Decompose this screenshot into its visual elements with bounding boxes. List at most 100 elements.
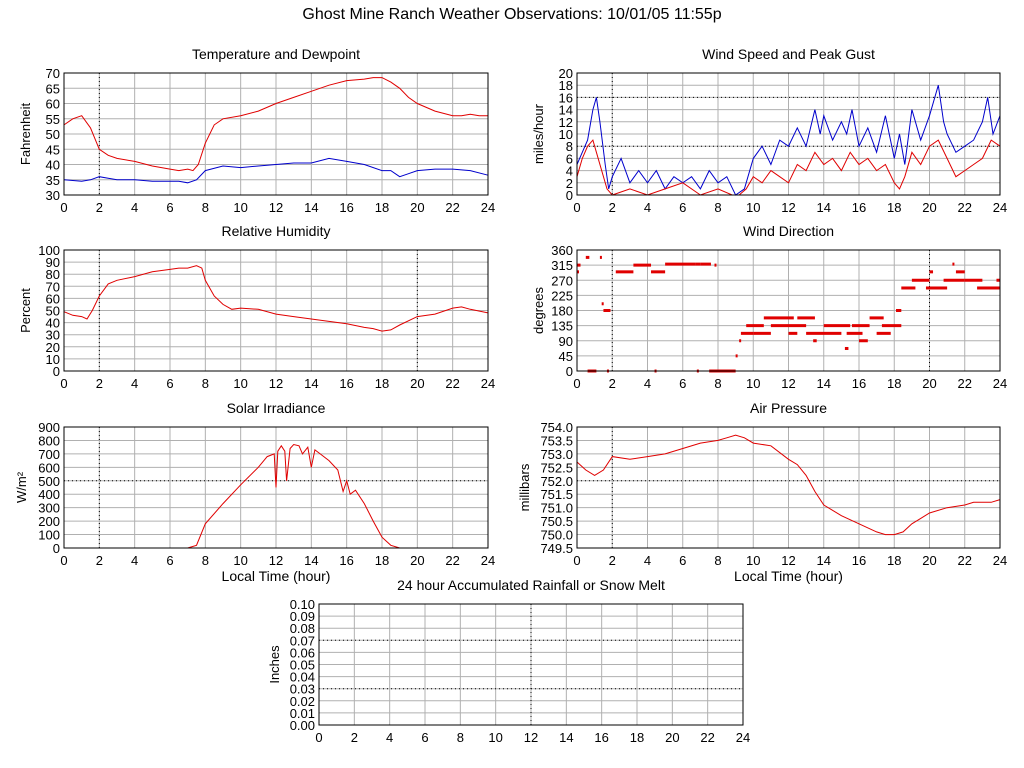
data-point bbox=[846, 331, 863, 335]
y-tick-label: 0.00 bbox=[290, 718, 315, 733]
series-line-0 bbox=[63, 77, 488, 172]
y-tick-label: 0 bbox=[566, 364, 573, 379]
y-tick-label: 4 bbox=[566, 164, 573, 179]
x-tick-label: 16 bbox=[339, 376, 353, 391]
y-tick-label: 12 bbox=[559, 115, 573, 130]
series-line-1 bbox=[576, 139, 1001, 196]
data-point bbox=[813, 339, 817, 343]
x-tick-label: 18 bbox=[375, 200, 389, 215]
x-tick-label: 0 bbox=[573, 553, 580, 568]
y-tick-label: 751.5 bbox=[540, 487, 573, 502]
y-tick-label: 0 bbox=[53, 364, 60, 379]
x-tick-label: 6 bbox=[166, 376, 173, 391]
x-tick-label: 4 bbox=[644, 376, 651, 391]
x-tick-label: 22 bbox=[958, 376, 972, 391]
x-tick-label: 20 bbox=[410, 200, 424, 215]
x-tick-label: 16 bbox=[852, 553, 866, 568]
x-tick-label: 22 bbox=[445, 200, 459, 215]
x-tick-label: 24 bbox=[993, 200, 1007, 215]
data-point bbox=[714, 263, 717, 267]
y-axis-label: Percent bbox=[18, 288, 33, 333]
y-tick-label: 45 bbox=[46, 142, 60, 157]
y-axis-label: Inches bbox=[267, 645, 282, 684]
x-tick-label: 18 bbox=[630, 730, 644, 745]
x-tick-label: 16 bbox=[594, 730, 608, 745]
x-tick-label: 12 bbox=[269, 376, 283, 391]
x-tick-label: 12 bbox=[781, 376, 795, 391]
data-point bbox=[911, 278, 930, 282]
x-tick-label: 14 bbox=[817, 200, 831, 215]
x-tick-label: 2 bbox=[609, 553, 616, 568]
y-tick-label: 90 bbox=[559, 334, 573, 349]
data-point bbox=[601, 302, 604, 306]
y-tick-label: 16 bbox=[559, 90, 573, 105]
chart-title: Relative Humidity bbox=[222, 223, 331, 239]
x-tick-label: 8 bbox=[202, 553, 209, 568]
data-point bbox=[797, 316, 815, 320]
chart-title: Air Pressure bbox=[750, 400, 827, 416]
x-tick-label: 6 bbox=[679, 376, 686, 391]
data-point bbox=[881, 324, 902, 328]
data-point bbox=[844, 346, 849, 350]
x-tick-label: 16 bbox=[339, 200, 353, 215]
x-tick-label: 2 bbox=[96, 553, 103, 568]
data-point bbox=[896, 309, 902, 312]
data-point bbox=[615, 270, 634, 274]
y-tick-label: 45 bbox=[559, 349, 573, 364]
y-tick-label: 0.04 bbox=[290, 670, 315, 685]
x-tick-label: 18 bbox=[375, 376, 389, 391]
chart-rh: 0 2 4 6 8 10 12 14 16 18 20 22 240102030405060708090… bbox=[18, 223, 495, 391]
data-point bbox=[806, 331, 842, 335]
y-tick-label: 800 bbox=[38, 433, 60, 448]
x-tick-label: 22 bbox=[445, 553, 459, 568]
y-tick-label: 0.06 bbox=[290, 645, 315, 660]
x-tick-label: 2 bbox=[609, 376, 616, 391]
y-tick-label: 700 bbox=[38, 447, 60, 462]
chart-temp: 0 2 4 6 8 10 12 14 16 18 20 22 24303540455055606570T… bbox=[18, 46, 495, 215]
x-tick-label: 0 bbox=[60, 200, 67, 215]
y-tick-label: 40 bbox=[46, 316, 60, 331]
y-tick-label: 0 bbox=[53, 541, 60, 556]
x-tick-label: 6 bbox=[679, 553, 686, 568]
x-tick-label: 6 bbox=[166, 200, 173, 215]
data-point bbox=[770, 324, 807, 328]
y-tick-label: 50 bbox=[46, 304, 60, 319]
y-tick-label: 500 bbox=[38, 474, 60, 489]
data-point bbox=[955, 270, 965, 274]
x-tick-label: 16 bbox=[852, 376, 866, 391]
plot-frame bbox=[576, 426, 1001, 549]
y-tick-label: 30 bbox=[46, 328, 60, 343]
y-tick-label: 18 bbox=[559, 78, 573, 93]
y-tick-label: 0.09 bbox=[290, 609, 315, 624]
data-point bbox=[964, 278, 983, 282]
data-point bbox=[929, 270, 934, 274]
chart-title: Wind Speed and Peak Gust bbox=[702, 46, 875, 62]
data-point bbox=[788, 331, 798, 335]
y-tick-label: 752.5 bbox=[540, 460, 573, 475]
x-tick-label: 6 bbox=[679, 200, 686, 215]
x-tick-label: 14 bbox=[304, 376, 318, 391]
data-point bbox=[665, 262, 696, 266]
x-axis-label: Local Time (hour) bbox=[222, 568, 331, 584]
chart-solar: 0 2 4 6 8 10 12 14 16 18 20 22 240100200300400500600… bbox=[14, 400, 495, 584]
y-tick-label: 65 bbox=[46, 81, 60, 96]
x-tick-label: 10 bbox=[233, 200, 247, 215]
y-tick-label: 752.0 bbox=[540, 474, 573, 489]
y-tick-label: 0.07 bbox=[290, 633, 315, 648]
chart-title: Temperature and Dewpoint bbox=[192, 46, 360, 62]
x-tick-label: 14 bbox=[817, 376, 831, 391]
y-tick-label: 35 bbox=[46, 173, 60, 188]
chart-title: 24 hour Accumulated Rainfall or Snow Mel… bbox=[397, 577, 665, 593]
data-point bbox=[739, 339, 742, 343]
data-point bbox=[740, 331, 754, 335]
data-point bbox=[633, 263, 652, 267]
series-line-0 bbox=[63, 265, 489, 332]
data-point bbox=[651, 270, 666, 274]
series-line-0 bbox=[576, 434, 1001, 536]
x-tick-label: 10 bbox=[233, 553, 247, 568]
data-point bbox=[876, 331, 891, 335]
page-title: Ghost Mine Ranch Weather Observations: 1… bbox=[302, 6, 722, 23]
y-tick-label: 30 bbox=[46, 188, 60, 203]
y-tick-label: 70 bbox=[46, 279, 60, 294]
